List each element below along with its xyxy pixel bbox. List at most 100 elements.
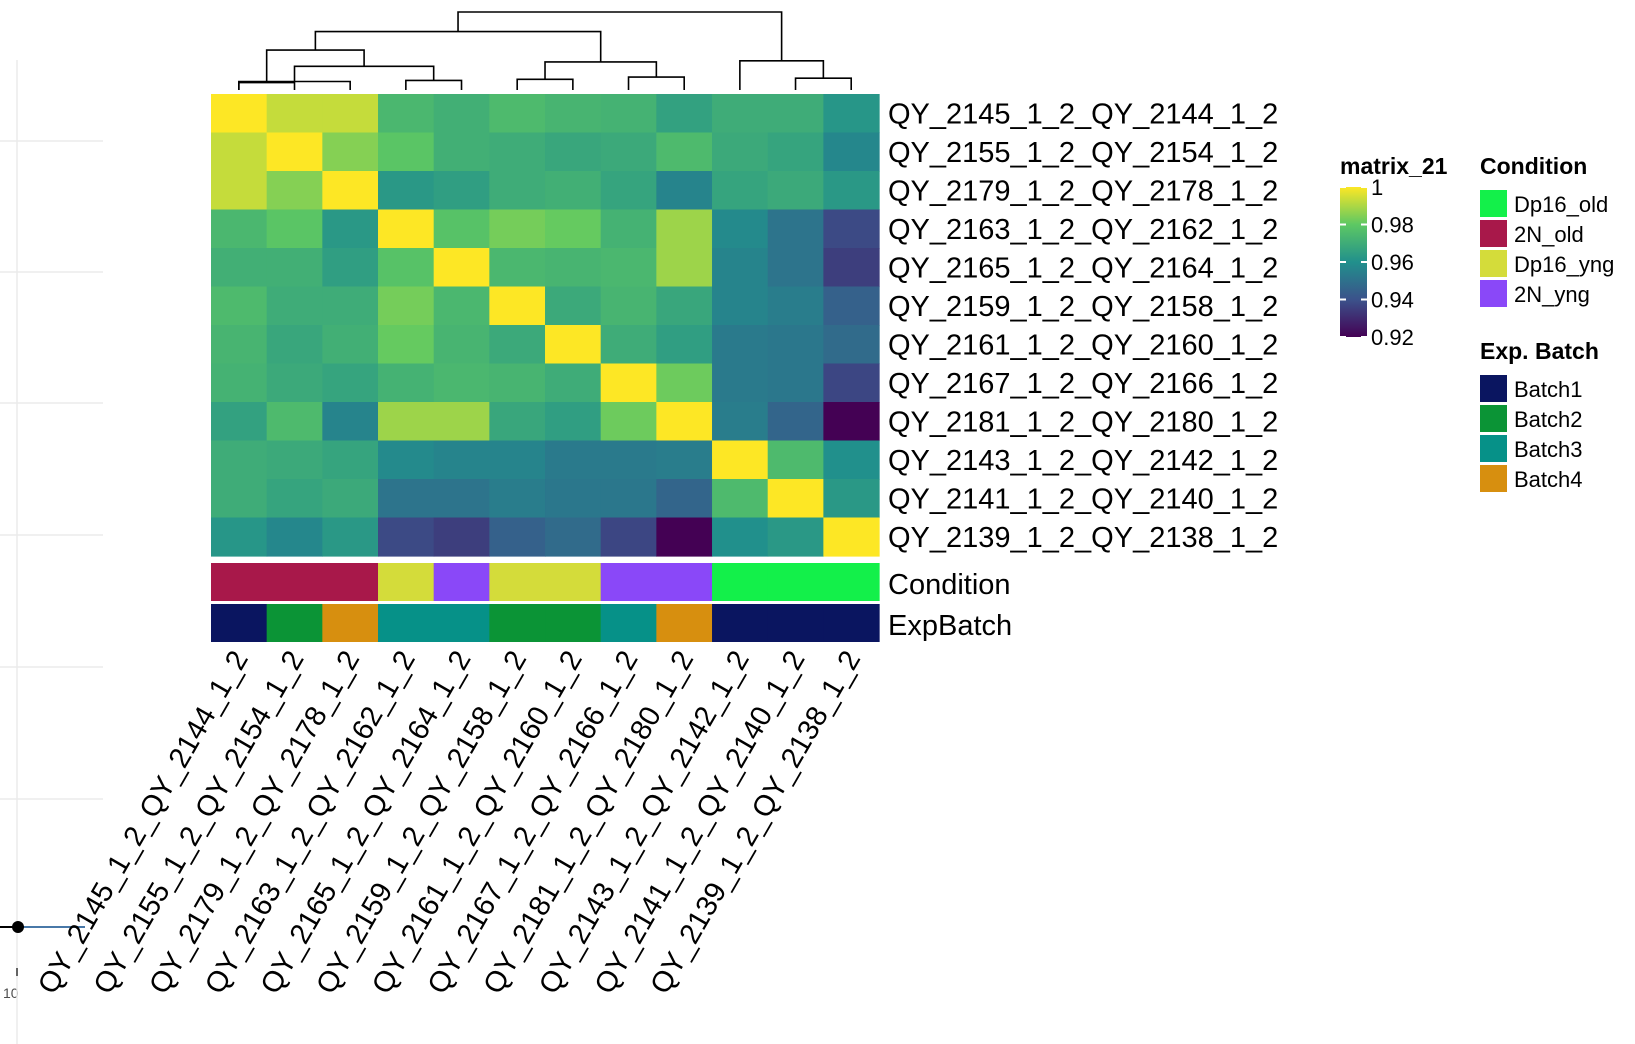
heatmap-cell <box>712 517 769 557</box>
heatmap-cell <box>712 363 769 403</box>
heatmap-cell <box>211 479 268 519</box>
batch-legend-swatch <box>1480 375 1507 402</box>
heatmap-cell <box>378 286 435 326</box>
heatmap-cell <box>600 171 657 211</box>
heatmap-cell <box>712 479 769 519</box>
condition-bar-cell <box>378 563 435 601</box>
background-series-point <box>12 921 24 933</box>
condition-bar-cell <box>266 563 323 601</box>
column-dendrogram-branch <box>627 76 685 90</box>
heatmap-cell <box>378 440 435 480</box>
heatmap-cell <box>433 171 490 211</box>
heatmap-cell <box>767 440 824 480</box>
column-dendrogram-branch <box>739 59 825 90</box>
expbatch-bar-cell <box>767 604 824 642</box>
heatmap-cell <box>712 132 769 172</box>
condition-legend-label: Dp16_old <box>1514 192 1608 217</box>
row-label: QY_2181_1_2_QY_2180_1_2 <box>888 406 1278 438</box>
heatmap-cell <box>767 248 824 288</box>
color-scale-tick-label: 0.92 <box>1371 325 1414 350</box>
expbatch-bar-cell <box>823 604 880 642</box>
row-label: QY_2145_1_2_QY_2144_1_2 <box>888 98 1278 130</box>
heatmap-cell <box>489 286 546 326</box>
heatmap-cell <box>433 363 490 403</box>
heatmap-cell <box>767 325 824 365</box>
heatmap-cell <box>600 286 657 326</box>
heatmap-cells <box>211 94 880 557</box>
row-label: QY_2163_1_2_QY_2162_1_2 <box>888 214 1278 246</box>
heatmap-cell <box>211 286 268 326</box>
heatmap-cell <box>600 363 657 403</box>
heatmap-cell <box>489 94 546 134</box>
condition-bar-cell <box>433 563 490 601</box>
heatmap-cell <box>656 440 713 480</box>
condition-legend-title: Condition <box>1480 153 1587 179</box>
heatmap-cell <box>545 94 602 134</box>
heatmap-cell <box>378 402 435 442</box>
heatmap-cell <box>322 94 379 134</box>
heatmap-cell <box>211 209 268 249</box>
row-label: QY_2167_1_2_QY_2166_1_2 <box>888 368 1278 400</box>
expbatch-bar-cell <box>656 604 713 642</box>
heatmap-cell <box>433 402 490 442</box>
column-dendrogram-branch <box>238 81 296 90</box>
background-axis-tick-label: 10 <box>3 985 19 1001</box>
expbatch-bar-cell <box>489 604 546 642</box>
condition-bar-label: Condition <box>888 569 1011 601</box>
column-labels: QY_2145_1_2_QY_2144_1_2QY_2155_1_2_QY_21… <box>32 645 867 999</box>
heatmap-cell <box>378 517 435 557</box>
heatmap-cell <box>433 94 490 134</box>
heatmap-cell <box>600 440 657 480</box>
batch-legend-swatch <box>1480 405 1507 432</box>
heatmap-cell <box>266 209 323 249</box>
column-dendrogram-branch <box>457 11 783 61</box>
condition-bar-cell <box>600 563 657 601</box>
batch-legend: Exp. Batch Batch1 Batch2 Batch3 Batch4 <box>1480 338 1599 492</box>
row-labels: QY_2145_1_2_QY_2144_1_2 QY_2155_1_2_QY_21… <box>888 98 1278 554</box>
heatmap-cell <box>545 363 602 403</box>
heatmap-cell <box>266 248 323 288</box>
heatmap-cell <box>322 132 379 172</box>
condition-bar-cell <box>656 563 713 601</box>
heatmap-cell <box>378 171 435 211</box>
condition-legend: Condition Dp16_old 2N_old Dp16_yng 2N_yng <box>1480 153 1614 307</box>
heatmap-cell <box>656 517 713 557</box>
heatmap-cell <box>823 363 880 403</box>
heatmap-cell <box>823 286 880 326</box>
expbatch-bar-cell <box>211 604 268 642</box>
heatmap-cell <box>266 479 323 519</box>
heatmap-cell <box>489 209 546 249</box>
heatmap-cell <box>322 402 379 442</box>
condition-bar-cell <box>823 563 880 601</box>
expbatch-bar-cell <box>712 604 769 642</box>
heatmap-cell <box>378 325 435 365</box>
heatmap-cell <box>545 479 602 519</box>
heatmap-cell <box>545 402 602 442</box>
heatmap-cell <box>767 209 824 249</box>
heatmap-cell <box>656 209 713 249</box>
heatmap-cell <box>823 248 880 288</box>
condition-legend-swatch <box>1480 250 1507 277</box>
heatmap-cell <box>656 363 713 403</box>
heatmap-cell <box>545 517 602 557</box>
column-dendrogram-branch <box>293 65 435 82</box>
batch-legend-swatch <box>1480 465 1507 492</box>
heatmap-cell <box>767 132 824 172</box>
heatmap-cell <box>823 325 880 365</box>
batch-legend-label: Batch3 <box>1514 437 1583 462</box>
expbatch-bar-cell <box>545 604 602 642</box>
heatmap-cell <box>489 325 546 365</box>
heatmap-cell <box>266 440 323 480</box>
heatmap-cell <box>545 248 602 288</box>
heatmap-cell <box>767 479 824 519</box>
heatmap-cell <box>712 325 769 365</box>
heatmap-cell <box>322 209 379 249</box>
heatmap-cell <box>489 402 546 442</box>
color-scale-tick-label: 0.98 <box>1371 213 1414 238</box>
heatmap-cell <box>767 517 824 557</box>
heatmap-cell <box>489 479 546 519</box>
heatmap-cell <box>656 479 713 519</box>
expbatch-bar-cell <box>433 604 490 642</box>
heatmap-cell <box>823 171 880 211</box>
